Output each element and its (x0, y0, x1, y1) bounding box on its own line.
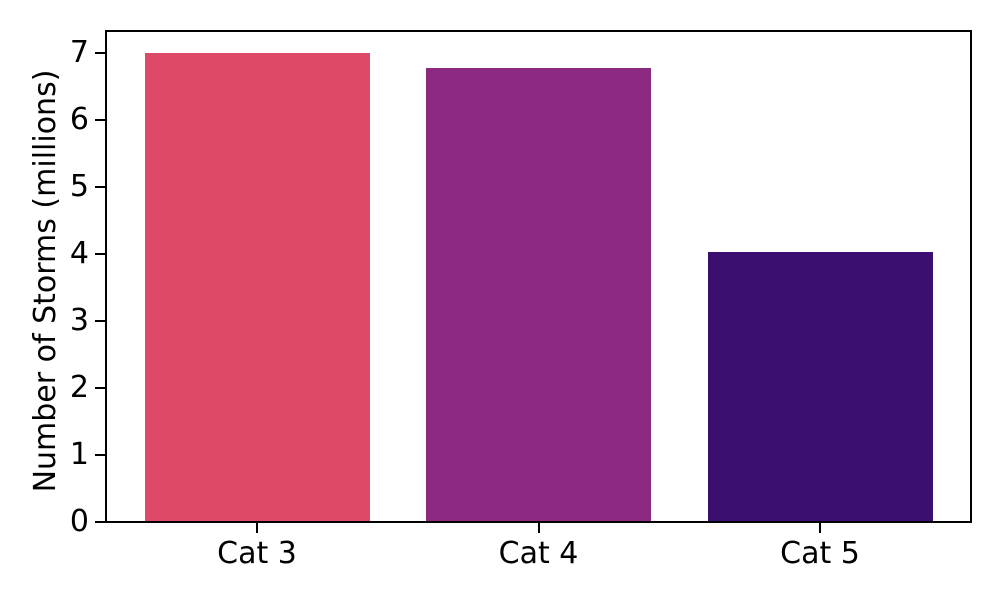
y-tick-label-1: 1 (69, 437, 89, 472)
y-tick-0 (95, 521, 105, 523)
y-tick-label-7: 7 (69, 35, 89, 70)
y-tick-label-6: 6 (69, 102, 89, 137)
y-tick-label-2: 2 (69, 370, 89, 405)
x-tick-cat-4 (537, 523, 540, 533)
y-tick-5 (95, 186, 105, 188)
y-tick-label-3: 3 (69, 303, 89, 338)
x-tick-label-cat-4: Cat 4 (498, 536, 579, 571)
y-tick-label-0: 0 (69, 504, 89, 539)
y-tick-label-4: 4 (69, 236, 89, 271)
bar-cat-4 (426, 67, 651, 521)
y-tick-2 (95, 387, 105, 389)
y-tick-label-5: 5 (69, 169, 89, 204)
y-axis-title: Number of Storms (millions) (28, 69, 63, 493)
x-tick-cat-3 (256, 523, 258, 533)
y-tick-1 (95, 454, 105, 456)
x-tick-label-cat-5: Cat 5 (780, 536, 860, 571)
y-tick-3 (95, 320, 105, 322)
y-tick-7 (95, 52, 105, 54)
bar-cat-3 (144, 53, 370, 521)
x-tick-label-cat-3: Cat 3 (217, 536, 297, 571)
y-tick-6 (95, 119, 105, 121)
y-tick-4 (95, 253, 105, 255)
plot-area (105, 30, 972, 523)
bar-cat-5 (707, 251, 933, 521)
x-tick-cat-5 (819, 523, 821, 533)
